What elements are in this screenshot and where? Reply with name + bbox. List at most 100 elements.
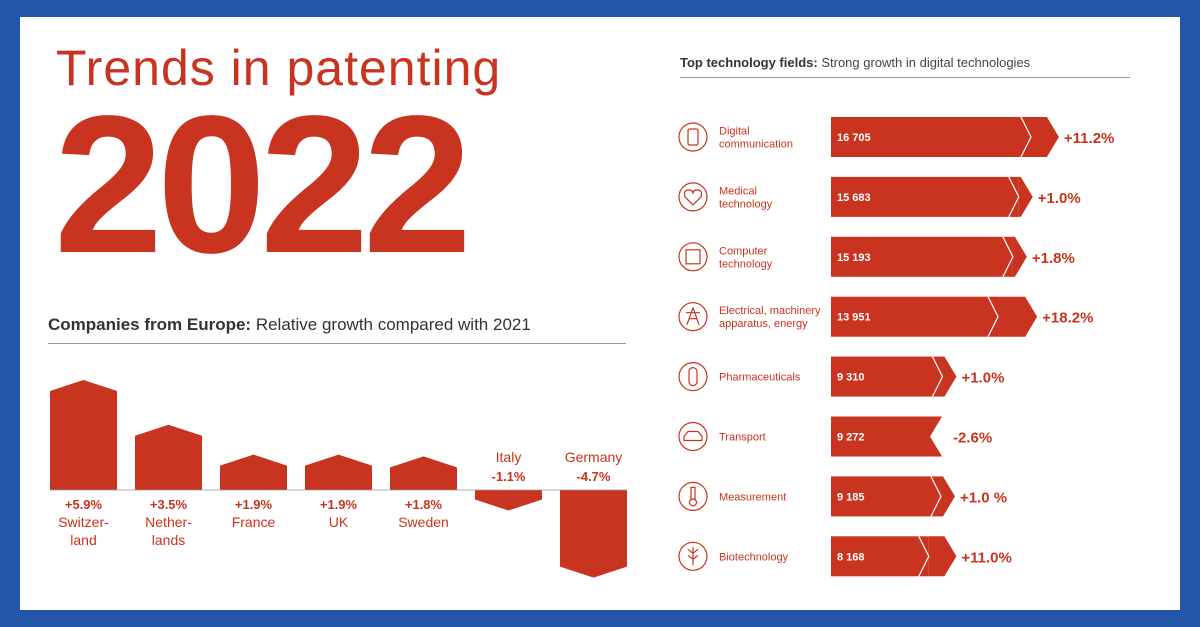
tech-category-label: Biotechnology [719, 551, 789, 563]
europe-country-label: Italy [496, 449, 522, 465]
tech-growth-arrow [940, 476, 955, 517]
tech-category-label: Transport [719, 432, 766, 444]
tech-bar [831, 236, 1013, 277]
chip-icon [685, 249, 701, 265]
tech-value-label: 9 185 [837, 491, 865, 503]
tech-arrow-chevron [931, 356, 944, 397]
europe-country-label: UK [329, 514, 349, 530]
tech-growth-arrow [1018, 176, 1033, 217]
tech-bar [831, 296, 999, 337]
icon-ring [678, 362, 708, 392]
tech-growth-label: +1.8% [1032, 250, 1075, 267]
europe-heading-rule [48, 343, 626, 344]
tech-heading-bold: Top technology fields: [680, 55, 818, 70]
tech-growth-label: +11.2% [1064, 130, 1114, 147]
charts-svg: +5.9% Switzer-land +3.5% Nether-lands +1.9% F… [50, 116, 1114, 578]
icon-ring [678, 242, 708, 272]
phone-icon [687, 128, 699, 146]
tech-value-label: 15 683 [837, 192, 871, 204]
icon-ring [678, 481, 708, 511]
tech-bar [831, 536, 929, 577]
europe-bar [50, 379, 117, 490]
icon-ring [678, 421, 708, 452]
tech-growth-arrow [1012, 236, 1027, 277]
europe-bar [135, 424, 202, 490]
tech-category-label: communication [719, 139, 793, 151]
tech-arrow-chevron [1008, 176, 1020, 218]
icon-ring [678, 182, 708, 212]
car-icon [683, 430, 703, 442]
tech-growth-arrow [942, 356, 957, 397]
tech-category-label: Computer [719, 245, 768, 257]
thermometer-icon [690, 486, 696, 501]
tech-growth-label: +11.0% [961, 549, 1011, 566]
europe-bar [390, 456, 457, 490]
tech-bar [831, 356, 943, 397]
tech-category-label: Medical [719, 185, 757, 197]
tech-growth-arrow [998, 296, 1038, 337]
europe-value-label: -1.1% [492, 469, 526, 484]
tech-bar [831, 416, 943, 457]
tech-arrow-chevron [918, 536, 930, 577]
tech-arrow-chevron [1002, 236, 1014, 278]
europe-country-label: France [232, 514, 276, 530]
tech-category-label: Pharmaceuticals [719, 372, 801, 384]
europe-value-label: +1.9% [320, 497, 358, 512]
europe-heading-bold: Companies from Europe: [48, 315, 252, 334]
tech-bar [831, 117, 1031, 157]
europe-country-label: Sweden [398, 514, 449, 530]
tech-category-label: Electrical, machinery [719, 305, 821, 317]
europe-country-label: land [70, 532, 96, 548]
tech-value-label: 9 272 [837, 432, 865, 444]
icon-ring [678, 541, 708, 571]
tech-growth-label: +1.0% [961, 370, 1004, 387]
europe-heading-rest: Relative growth compared with 2021 [255, 315, 531, 334]
tech-category-label: apparatus, energy [719, 318, 808, 330]
europe-value-label: -4.7% [577, 469, 611, 484]
pill-icon [688, 367, 698, 387]
tech-category-label: Measurement [719, 491, 786, 503]
europe-country-label: lands [152, 532, 185, 548]
page-title: Trends in patenting [56, 40, 502, 96]
wheat-icon [687, 547, 699, 566]
tech-heading-rule [680, 77, 1130, 78]
europe-bar [475, 490, 542, 511]
tech-growth-label: -2.6% [953, 430, 992, 447]
tech-heading-rest: Strong growth in digital technologies [821, 55, 1031, 70]
tech-value-label: 13 951 [837, 312, 871, 324]
tech-value-label: 9 310 [837, 372, 865, 384]
tech-growth-arrow [1031, 117, 1059, 157]
tech-growth-arrow [930, 416, 943, 457]
icon-ring [678, 302, 708, 332]
tech-chart-heading: Top technology fields: Strong growth in … [680, 55, 1030, 70]
tech-category-label: technology [719, 198, 773, 210]
year-heading: 2022 [54, 75, 472, 294]
europe-bar [560, 490, 627, 578]
europe-value-label: +5.9% [65, 497, 103, 512]
power-tower-icon [686, 307, 700, 325]
tech-growth-arrow [928, 536, 957, 577]
europe-chart-heading: Companies from Europe: Relative growth c… [48, 315, 531, 335]
tech-value-label: 16 705 [837, 132, 871, 144]
infographic-card: Trends in patenting 2022 Companies from … [20, 17, 1180, 610]
tech-bar [831, 476, 941, 517]
tech-value-label: 8 168 [837, 551, 865, 563]
tech-arrow-chevron [987, 296, 999, 337]
tech-arrow-chevron [1020, 116, 1032, 158]
europe-value-label: +1.8% [405, 497, 443, 512]
tech-category-label: Digital [719, 126, 750, 138]
europe-bar [220, 454, 287, 490]
tech-growth-label: +1.0% [1038, 190, 1081, 207]
europe-value-label: +1.9% [235, 497, 273, 512]
europe-bar [305, 454, 372, 490]
europe-country-label: Switzer- [58, 514, 109, 530]
tech-value-label: 15 193 [837, 252, 871, 264]
tech-growth-label: +18.2% [1042, 310, 1093, 327]
europe-country-label: Germany [565, 449, 623, 465]
tech-arrow-chevron [930, 476, 942, 517]
heart-pulse-icon [683, 189, 703, 206]
europe-value-label: +3.5% [150, 497, 188, 512]
tech-bar [831, 176, 1019, 217]
europe-country-label: Nether- [145, 514, 192, 530]
thermometer-bulb [688, 498, 698, 507]
